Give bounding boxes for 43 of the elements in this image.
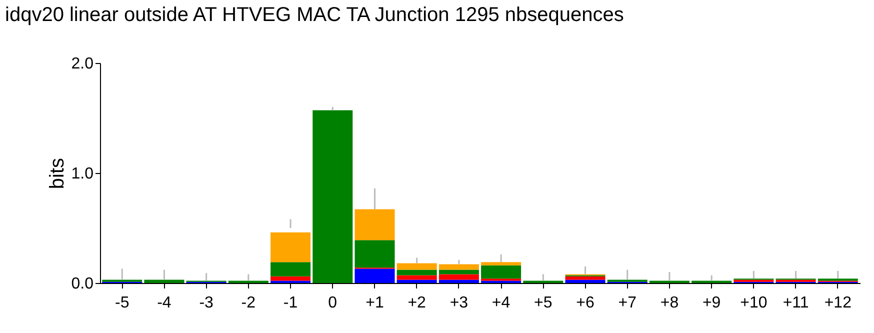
bar (270, 276, 311, 281)
x-tick-label: +5 (534, 294, 552, 312)
bar (438, 270, 479, 274)
bar (438, 280, 479, 283)
bar (481, 262, 522, 266)
bar (565, 276, 606, 280)
bar (270, 262, 311, 276)
x-tick-label: +11 (782, 294, 809, 312)
y-tick-label: 0.0 (71, 276, 94, 292)
bar (396, 280, 437, 283)
x-tick-label: +8 (660, 294, 679, 312)
x-tick-label: +1 (366, 294, 384, 312)
bar (396, 270, 437, 276)
bar (354, 268, 395, 283)
bar (354, 209, 395, 240)
bar (481, 265, 522, 279)
bar (438, 274, 479, 280)
y-tick-label: 2.0 (71, 56, 94, 72)
x-tick-label: -1 (283, 294, 298, 312)
x-tick-label: 0 (328, 294, 338, 312)
x-tick-label: -4 (157, 294, 172, 312)
bar (312, 110, 353, 283)
x-tick-label: +6 (576, 294, 594, 312)
x-tick-label: +12 (824, 294, 852, 312)
bar (354, 240, 395, 268)
x-tick-label: +9 (702, 294, 721, 312)
x-tick-label: +3 (450, 294, 468, 312)
x-tick-label: -5 (114, 294, 130, 312)
x-tick-label: +4 (492, 294, 510, 312)
chart-title: idqv20 linear outside AT HTVEG MAC TA Junction 1295 nbsequences (5, 4, 624, 26)
x-tick-label: +10 (740, 294, 768, 312)
bar (144, 280, 184, 283)
x-tick-label: -3 (199, 294, 214, 312)
y-tick-label: 1.0 (71, 166, 94, 182)
bar (438, 264, 479, 270)
y-axis-title: bits (46, 158, 68, 190)
x-tick-label: -2 (241, 294, 256, 312)
x-tick-label: +2 (408, 294, 426, 312)
x-tick-label: +7 (618, 294, 637, 312)
bar (270, 232, 311, 262)
bar (396, 263, 437, 270)
bar (565, 280, 606, 283)
bar (396, 275, 437, 280)
